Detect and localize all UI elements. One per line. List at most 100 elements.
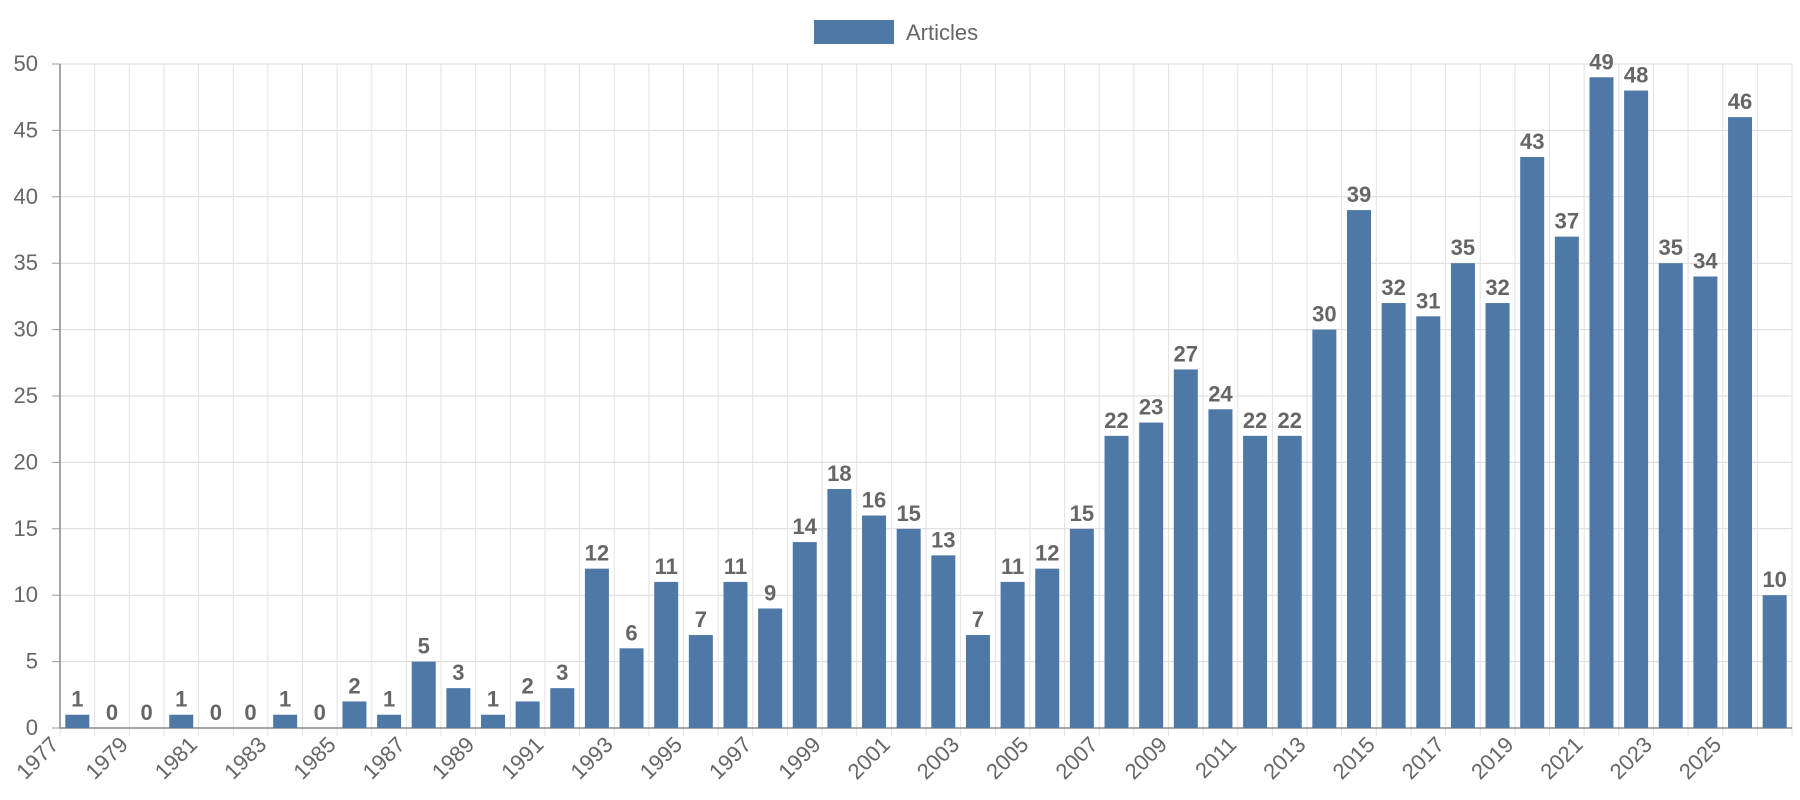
x-tick-label: 1997 bbox=[704, 732, 756, 784]
data-label-1977: 1 bbox=[71, 687, 83, 712]
x-tick-label: 2011 bbox=[1190, 732, 1241, 783]
data-label-1981: 0 bbox=[210, 700, 222, 725]
x-axis: 1977 1979 1981 1983 1985 1987 1989 1991 1993 1995… bbox=[11, 727, 1792, 784]
data-label-1994: 11 bbox=[655, 554, 678, 579]
bar-2012 bbox=[1277, 435, 1302, 728]
data-label-2017: 35 bbox=[1451, 235, 1475, 260]
data-label-1989: 1 bbox=[487, 687, 499, 712]
x-tick-label: 1993 bbox=[565, 732, 617, 784]
data-label-2025: 46 bbox=[1728, 89, 1752, 114]
bar-1997 bbox=[758, 608, 783, 728]
data-label-2018: 32 bbox=[1485, 275, 1509, 300]
data-label-1978: 0 bbox=[106, 700, 118, 725]
data-label-1985: 2 bbox=[348, 673, 360, 698]
data-label-2002: 13 bbox=[931, 527, 955, 552]
data-label-1979: 0 bbox=[140, 700, 152, 725]
data-label-2000: 16 bbox=[862, 488, 886, 513]
bar-2004 bbox=[1000, 581, 1025, 728]
x-tick-label: 1985 bbox=[288, 732, 340, 784]
bar-2013 bbox=[1312, 329, 1337, 728]
y-tick-label: 20 bbox=[14, 449, 38, 474]
bar-1989 bbox=[481, 714, 505, 728]
x-tick-label: 1995 bbox=[635, 732, 687, 784]
y-tick-label: 40 bbox=[14, 184, 38, 209]
data-label-2011: 22 bbox=[1243, 408, 1267, 433]
data-label-1984: 0 bbox=[314, 700, 326, 725]
legend-label-articles: Articles bbox=[906, 20, 978, 45]
bar-2001 bbox=[896, 528, 921, 728]
x-tick-label: 2001 bbox=[843, 732, 895, 784]
bar-2005 bbox=[1035, 568, 1060, 728]
bar-2020 bbox=[1554, 236, 1579, 728]
bar-2015 bbox=[1381, 303, 1406, 728]
x-tick-label: 2007 bbox=[1050, 732, 1102, 784]
y-tick-label: 30 bbox=[14, 317, 38, 342]
data-label-1990: 2 bbox=[522, 673, 534, 698]
data-label-1996: 11 bbox=[724, 554, 747, 579]
data-label-2013: 30 bbox=[1312, 302, 1336, 327]
x-tick-label: 2015 bbox=[1328, 732, 1380, 784]
y-tick-label: 10 bbox=[14, 582, 38, 607]
data-label-2021: 49 bbox=[1589, 49, 1613, 74]
bar-2008 bbox=[1139, 422, 1164, 728]
data-label-1987: 5 bbox=[418, 634, 430, 659]
y-tick-label: 5 bbox=[26, 649, 38, 674]
data-label-2026: 10 bbox=[1762, 567, 1786, 592]
data-labels: 10 010 01021531231261171191418161513711121… bbox=[71, 49, 1787, 725]
data-label-2008: 23 bbox=[1139, 395, 1163, 420]
x-tick-label: 2021 bbox=[1535, 732, 1587, 784]
y-tick-label: 35 bbox=[14, 250, 38, 275]
y-tick-label: 45 bbox=[14, 117, 38, 142]
bar-1990 bbox=[515, 701, 540, 728]
x-tick-label: 2003 bbox=[912, 732, 964, 784]
data-label-1982: 0 bbox=[244, 700, 256, 725]
bar-2026 bbox=[1762, 595, 1787, 728]
x-tick-label: 2019 bbox=[1466, 732, 1518, 784]
bar-1998 bbox=[792, 542, 817, 728]
data-label-1988: 3 bbox=[452, 660, 464, 685]
bar-1986 bbox=[377, 714, 402, 728]
data-label-1991: 3 bbox=[556, 660, 568, 685]
bar-1991 bbox=[550, 688, 575, 728]
bar-1977 bbox=[65, 714, 90, 728]
bar-2022 bbox=[1624, 90, 1649, 728]
x-tick-label: 2025 bbox=[1674, 732, 1726, 784]
data-label-2003: 7 bbox=[972, 607, 984, 632]
bar-1995 bbox=[688, 635, 713, 728]
bar-2016 bbox=[1416, 316, 1441, 728]
y-tick-label: 0 bbox=[26, 715, 38, 740]
data-label-2019: 43 bbox=[1520, 129, 1544, 154]
data-label-2006: 15 bbox=[1070, 501, 1094, 526]
legend: Articles bbox=[814, 20, 978, 45]
x-tick-label: 2005 bbox=[981, 732, 1033, 784]
data-label-1995: 7 bbox=[695, 607, 707, 632]
bar-1996 bbox=[723, 581, 748, 728]
bar-1988 bbox=[446, 688, 471, 728]
x-tick-label: 2009 bbox=[1120, 732, 1172, 784]
data-label-2005: 12 bbox=[1035, 541, 1059, 566]
x-tick-label: 1979 bbox=[81, 732, 133, 784]
data-label-2014: 39 bbox=[1347, 182, 1371, 207]
bar-2000 bbox=[862, 515, 887, 728]
bar-2019 bbox=[1520, 156, 1545, 728]
bar-1999 bbox=[827, 488, 852, 728]
x-tick-label: 1981 bbox=[150, 732, 202, 784]
x-tick-label: 1987 bbox=[358, 732, 410, 784]
bar-1987 bbox=[411, 661, 436, 728]
data-label-2010: 24 bbox=[1208, 381, 1233, 406]
data-label-2007: 22 bbox=[1104, 408, 1128, 433]
x-tick-label: 1999 bbox=[773, 732, 825, 784]
bar-2025 bbox=[1728, 117, 1753, 729]
bar-2006 bbox=[1069, 528, 1094, 728]
bar-2018 bbox=[1485, 303, 1510, 728]
bar-2002 bbox=[931, 555, 956, 728]
legend-swatch-articles bbox=[814, 20, 894, 44]
bar-2003 bbox=[965, 635, 990, 728]
x-tick-label: 2013 bbox=[1258, 732, 1310, 784]
y-tick-label: 15 bbox=[14, 516, 38, 541]
x-tick-label: 1977 bbox=[11, 732, 63, 784]
bar-1993 bbox=[619, 648, 644, 728]
data-label-2012: 22 bbox=[1277, 408, 1301, 433]
data-label-2022: 48 bbox=[1624, 63, 1648, 88]
